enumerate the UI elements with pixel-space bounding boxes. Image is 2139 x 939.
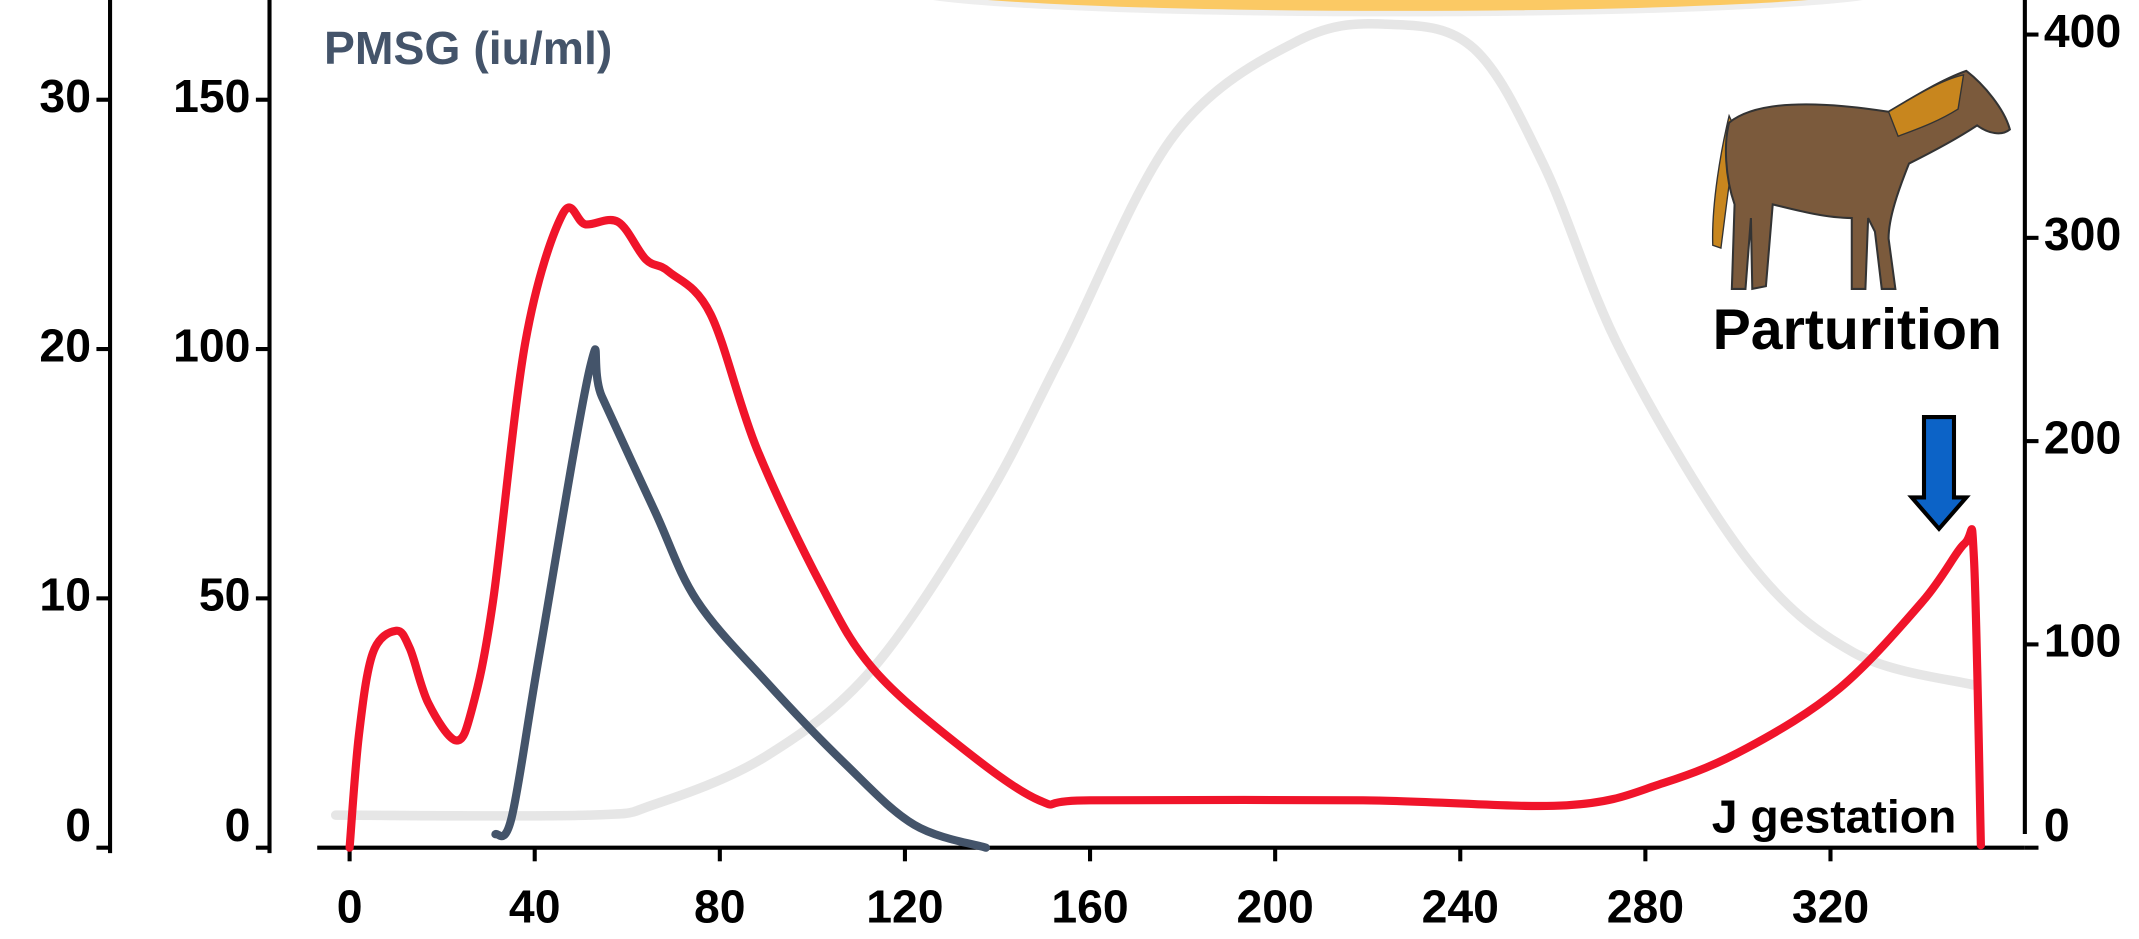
x-tick-label: 120 (866, 881, 943, 933)
x-tick-label: 40 (509, 881, 561, 933)
x-tick-label: 320 (1792, 881, 1869, 933)
series-line (330, 19, 1979, 821)
series-line (491, 345, 991, 852)
y-tick-label: 100 (173, 319, 250, 371)
y-tick-label: 200 (2044, 411, 2121, 463)
x-tick-label: 80 (694, 881, 746, 933)
y-tick-label: 0 (225, 799, 251, 851)
y-tick-label: 30 (39, 70, 91, 122)
y-tick-label: 300 (2044, 208, 2121, 260)
y-tick-label: 0 (65, 799, 91, 851)
y-tick-label: 400 (2044, 5, 2121, 57)
y-tick-label: 10 (39, 569, 91, 621)
horse-icon (1711, 69, 2012, 291)
y-tick-label: 20 (39, 319, 91, 371)
x-tick-label: 160 (1051, 881, 1128, 933)
x-tick-label: 280 (1607, 881, 1684, 933)
x-tick-label: 240 (1422, 881, 1499, 933)
x-axis-label: J gestation (1712, 791, 1957, 843)
y-tick-label: 150 (173, 70, 250, 122)
series-line (345, 203, 1985, 852)
series-label: PMSG (iu/ml) (324, 22, 612, 74)
decor-ellipse (932, 0, 1864, 17)
x-tick-label: 0 (337, 881, 363, 933)
y-tick-label: 50 (199, 569, 251, 621)
y-tick-label: 0 (2044, 799, 2070, 851)
x-tick-label: 200 (1237, 881, 1314, 933)
annotation: Parturition (1713, 298, 2002, 362)
y-tick-label: 100 (2044, 615, 2121, 667)
arrow (1907, 414, 1971, 532)
